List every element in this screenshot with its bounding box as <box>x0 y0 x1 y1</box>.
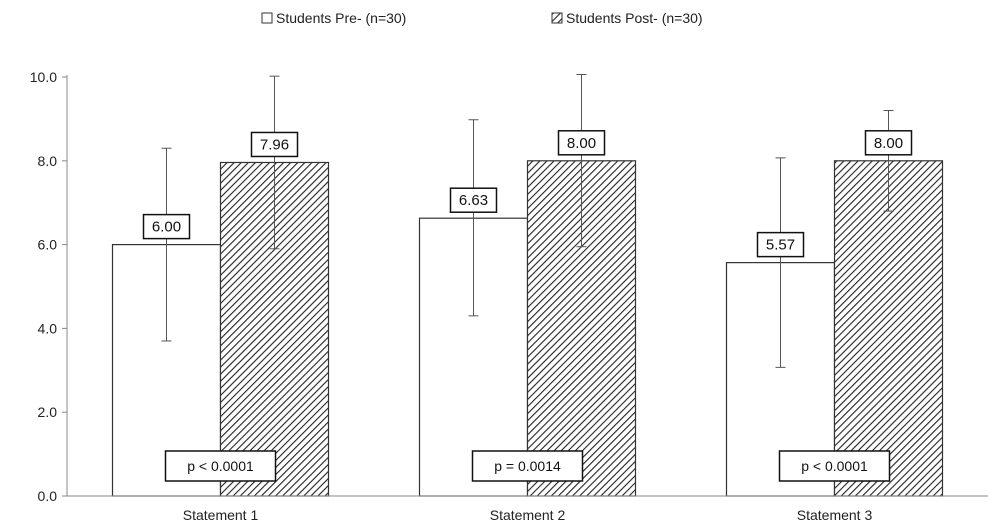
p-value-label: p = 0.0014 <box>494 458 561 474</box>
p-value-label: p < 0.0001 <box>801 458 868 474</box>
y-tick-label: 10.0 <box>30 69 57 85</box>
x-tick-label: Statement 1 <box>183 507 259 523</box>
data-label-box <box>557 130 606 156</box>
legend-label-pre: Students Pre- (n=30) <box>276 10 406 26</box>
x-tick-label: Statement 2 <box>490 507 566 523</box>
y-tick-label: 2.0 <box>38 404 58 420</box>
x-tick-label: Statement 3 <box>797 507 873 523</box>
legend-swatch-post <box>551 12 563 24</box>
p-value-box <box>778 450 891 482</box>
legend-swatch-pre <box>261 12 273 24</box>
data-label-box <box>250 131 299 158</box>
y-tick-label: 0.0 <box>38 488 58 504</box>
y-tick-label: 6.0 <box>38 237 58 253</box>
data-label-box <box>142 213 191 240</box>
error-bars <box>161 73 894 368</box>
x-axis: Statement 1 Statement 2 Statement 3 <box>67 495 988 523</box>
bars <box>111 160 944 497</box>
data-labels: 6.00 7.96 6.63 8.00 5.57 8.00 <box>142 130 913 258</box>
data-label-box <box>449 187 498 213</box>
y-axis: 0.0 2.0 4.0 6.0 8.0 10.0 <box>30 69 68 504</box>
p-value-annotations: p < 0.0001 p = 0.0014 p < 0.0001 <box>164 450 891 482</box>
p-value-box <box>164 450 277 482</box>
data-label: 5.57 <box>766 237 795 254</box>
y-tick-label: 8.0 <box>38 153 58 169</box>
data-label: 8.00 <box>567 135 596 152</box>
data-label: 6.63 <box>459 192 488 209</box>
data-label-box <box>756 231 805 258</box>
legend-label-post: Students Post- (n=30) <box>566 10 703 26</box>
data-label: 6.00 <box>152 219 181 236</box>
p-value-box <box>471 450 584 482</box>
bar-post <box>833 160 944 497</box>
data-label: 7.96 <box>260 136 289 153</box>
data-label: 8.00 <box>874 135 903 152</box>
data-label-box <box>864 130 913 156</box>
p-value-label: p < 0.0001 <box>187 458 254 474</box>
y-tick-label: 4.0 <box>38 320 58 336</box>
legend: Students Pre- (n=30) Students Post- (n=3… <box>261 10 703 26</box>
